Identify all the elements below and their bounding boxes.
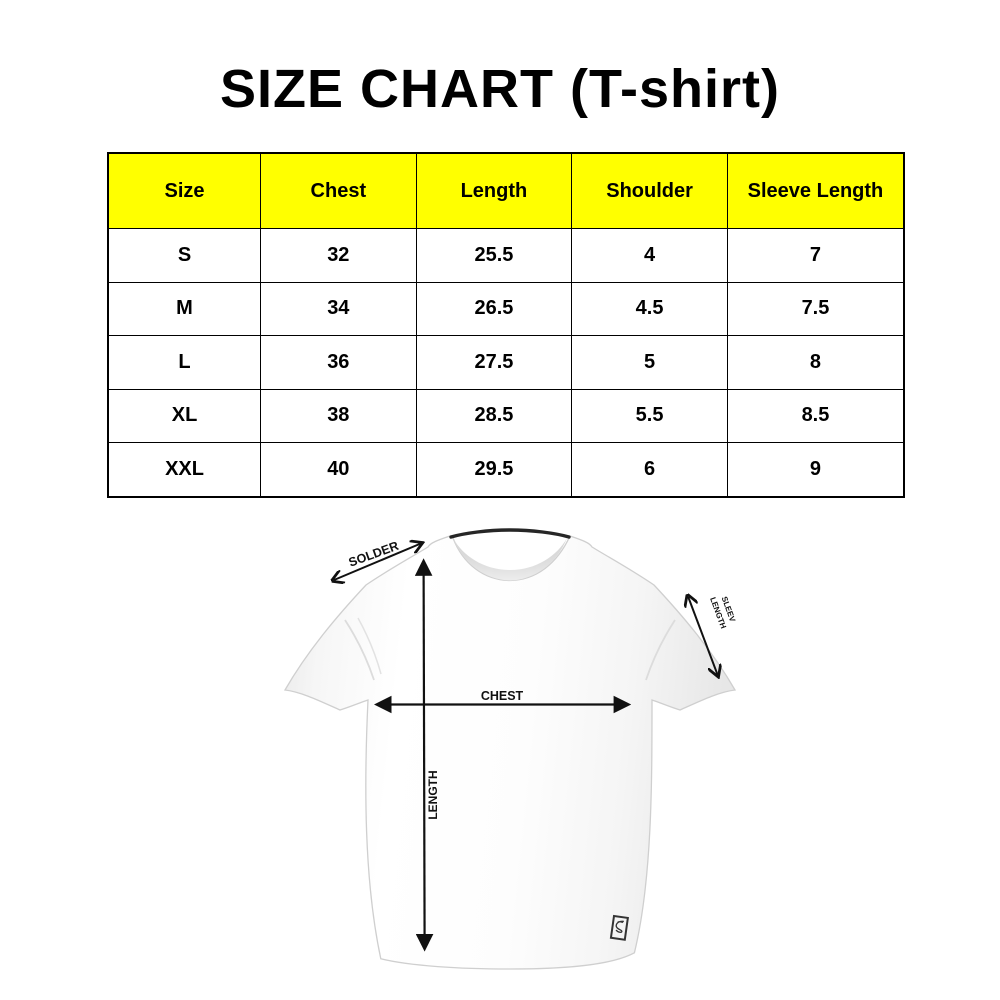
svg-text:CHEST: CHEST [481, 689, 524, 703]
svg-text:SOLDER: SOLDER [347, 539, 401, 570]
svg-text:LENGTH: LENGTH [426, 770, 440, 819]
